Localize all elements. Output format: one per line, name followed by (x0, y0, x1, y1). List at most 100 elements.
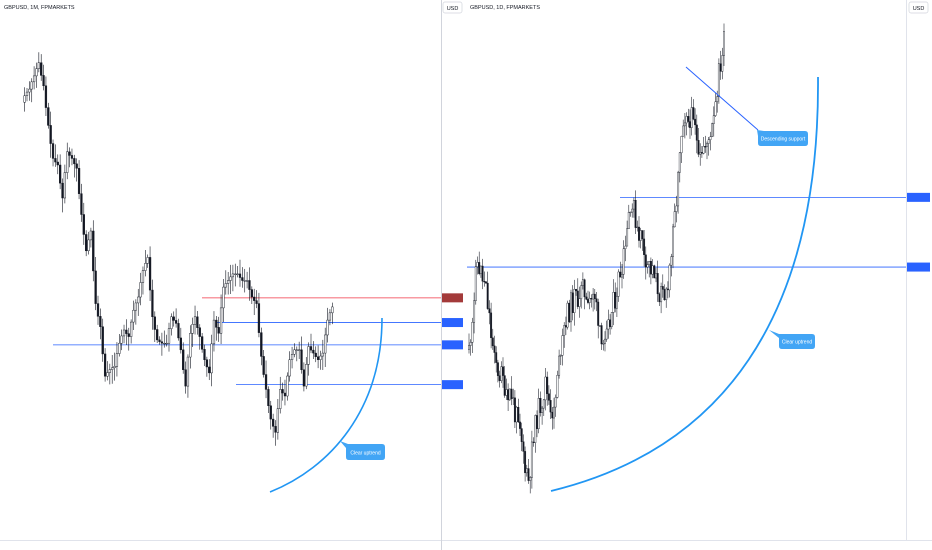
right-candle-up (617, 271, 620, 297)
right-callout-text: Clear uptrend (782, 340, 813, 346)
right-candle-up (474, 266, 477, 301)
right-candle-down (493, 345, 496, 353)
right-level-tags (907, 192, 930, 272)
right-candle-down (507, 389, 510, 401)
left-candle-up (144, 263, 147, 271)
left-candle-down (316, 356, 320, 360)
left-candle-up (170, 316, 173, 329)
left-candle-down (85, 234, 88, 252)
left-candle-down (59, 164, 62, 184)
right-candle-down (481, 265, 484, 282)
right-candle-up (558, 355, 561, 376)
left-candle-down (94, 270, 97, 304)
right-candle-down (519, 421, 521, 429)
right-candle-up (646, 264, 649, 268)
right-candle-up (468, 345, 470, 350)
right-candle-up (592, 293, 595, 300)
left-candle-down (203, 349, 206, 360)
left-candle-up (328, 312, 332, 321)
left-candles (23, 52, 334, 446)
right-candle-down (517, 406, 520, 423)
left-level-tag (442, 340, 463, 350)
left-candle-down (77, 168, 81, 194)
left-level-tags (442, 293, 463, 390)
descending-callout: Descending support (757, 130, 808, 146)
left-candle-down (153, 316, 156, 330)
left-candle-up (326, 319, 329, 336)
left-candle-up (118, 342, 121, 354)
left-candle-down (241, 277, 244, 281)
right-candle-up (570, 292, 572, 323)
right-candle-down (495, 352, 498, 363)
right-candle-up (605, 328, 608, 340)
left-candle-down (160, 341, 164, 344)
right-candle-up (665, 288, 668, 301)
right-candle-down (513, 397, 516, 423)
right-candle-up (712, 115, 715, 124)
left-candle-up (115, 353, 119, 367)
left-candle-up (290, 354, 294, 360)
right-symbol-label: GBPUSD, 1D, FPMARKETS (470, 5, 540, 11)
right-candle-down (488, 308, 491, 314)
right-candle-down (697, 140, 700, 155)
left-candle-up (224, 283, 227, 288)
right-candle-up (707, 139, 710, 144)
right-candle-down (539, 398, 542, 413)
left-level-lines (53, 297, 441, 386)
right-candle-up (598, 325, 601, 327)
right-candle-up (702, 146, 705, 154)
left-candle-up (186, 356, 190, 387)
right-candle-up (709, 136, 712, 140)
right-candle-down (532, 441, 535, 443)
right-candle-down (658, 293, 661, 303)
left-price-axis: USD (442, 0, 464, 540)
left-candle-up (134, 302, 137, 311)
right-candle-up (604, 338, 606, 344)
left-candle-down (217, 327, 220, 334)
left-candle-down (61, 182, 64, 199)
right-candle-up (660, 286, 663, 303)
left-candle-up (222, 286, 225, 309)
right-candle-up (578, 298, 581, 307)
right-candle-down (478, 262, 481, 274)
right-candle-up (717, 63, 720, 97)
right-candle-down (546, 376, 549, 394)
right-level-tag (907, 192, 930, 202)
right-level-tag (907, 262, 930, 272)
right-candle-down (587, 299, 589, 303)
left-symbol-label: GBPUSD, 1M, FPMARKETS (4, 5, 75, 11)
left-candle-up (146, 257, 149, 264)
right-uptrend-callout: Clear uptrend (769, 330, 815, 349)
left-candle-up (28, 88, 31, 93)
left-candle-down (248, 280, 251, 290)
left-candle-up (229, 276, 232, 281)
left-candle-down (208, 366, 211, 374)
left-candle-up (106, 372, 109, 377)
right-candle-up (680, 136, 683, 154)
right-candle-down (483, 281, 486, 283)
right-currency-button[interactable] (908, 1, 929, 14)
left-candle-down (205, 359, 208, 368)
left-candle-down (255, 300, 258, 304)
right-candle-down (551, 411, 554, 419)
left-candle-down (75, 163, 78, 169)
right-candle-down (485, 281, 487, 284)
right-candle-up (655, 273, 657, 279)
right-candle-down (575, 289, 578, 292)
right-candle-down (486, 282, 489, 309)
right-candle-up (673, 211, 676, 228)
left-candle-up (25, 91, 29, 96)
left-candle-down (281, 389, 284, 394)
currency-button[interactable] (442, 1, 463, 14)
right-candle-up (476, 262, 479, 267)
right-candle-down (704, 146, 707, 148)
right-candle-up (537, 398, 540, 429)
left-candle-down (99, 316, 102, 327)
right-candle-down (522, 441, 525, 452)
monthly-chart-panel: GBPUSD, 1M, FPMARKETS Clear uptrend (4, 5, 441, 493)
left-candle-up (130, 321, 133, 337)
left-candle-up (305, 364, 308, 387)
left-candle-up (298, 349, 301, 351)
right-candle-up (607, 319, 610, 330)
right-candle-down (600, 325, 603, 345)
